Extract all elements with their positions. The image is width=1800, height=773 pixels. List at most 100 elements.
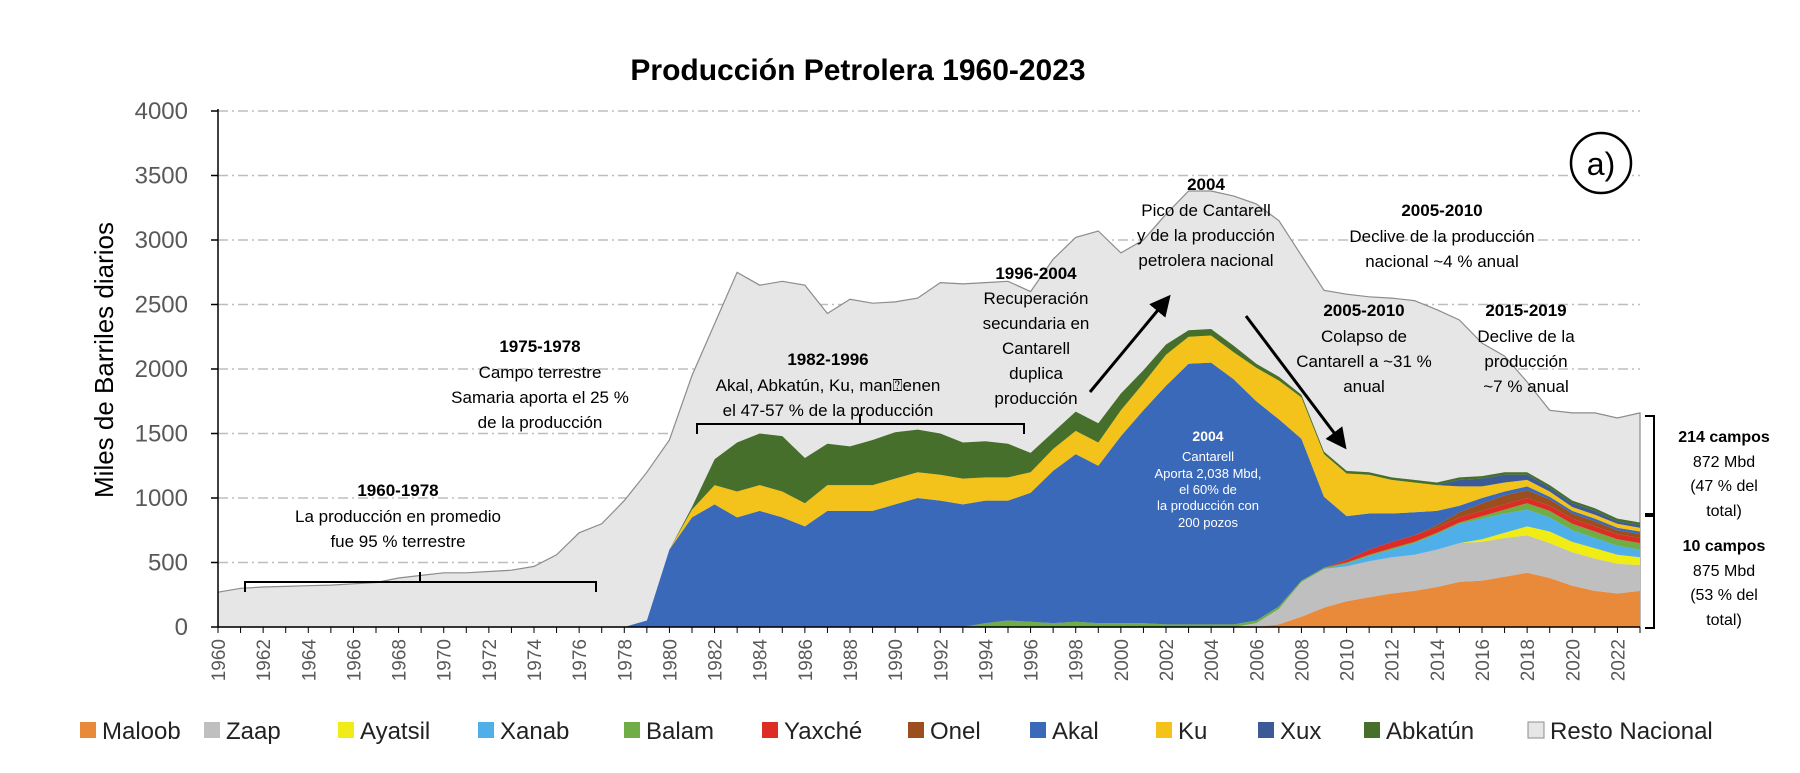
x-tick-label: 2010 [1338, 639, 1359, 681]
x-tick-label: 1994 [976, 639, 997, 682]
x-tick-label: 1978 [615, 639, 636, 681]
legend-label: Zaap [226, 718, 281, 745]
legend-label: Xux [1280, 718, 1321, 745]
area-zaap [218, 535, 1640, 627]
annotation-1960-1978: 1960-1978 La producción en promedio fue … [295, 481, 501, 551]
svg-text:(47 % del: (47 % del [1690, 478, 1758, 495]
x-tick-label: 2004 [1202, 639, 1223, 682]
annotation-2005-2010-cantarell: 2005-2010 Colapso de Cantarell a ~31 % a… [1296, 301, 1432, 396]
x-tick-label: 2012 [1383, 639, 1404, 681]
legend-label: Onel [930, 718, 981, 745]
legend-label: Abkatún [1386, 718, 1474, 745]
legend-item-maloob: Maloob [80, 718, 181, 745]
x-tick-label: 1964 [299, 639, 320, 682]
stacked-areas [217, 190, 1641, 628]
legend-swatch [1364, 722, 1380, 738]
svg-text:fue 95 % terrestre: fue 95 % terrestre [330, 532, 465, 551]
annotation-2004: 2004 Pico de Cantarell y de la producció… [1137, 175, 1275, 270]
x-tick-label: 1980 [660, 639, 681, 681]
legend-swatch [204, 722, 220, 738]
svg-text:anual: anual [1343, 377, 1385, 396]
svg-text:la producción con: la producción con [1157, 498, 1259, 513]
arrow-up [1088, 294, 1171, 393]
svg-text:producción: producción [1484, 352, 1567, 371]
svg-text:secundaria en: secundaria en [983, 314, 1090, 333]
x-tick-label: 1960 [209, 639, 230, 681]
x-tick-label: 2014 [1428, 639, 1449, 682]
x-tick-label: 2008 [1292, 639, 1313, 681]
y-tick-label: 2500 [135, 292, 188, 319]
annotation-2005-2010-national: 2005-2010 Declive de la producción nacio… [1349, 201, 1534, 271]
annotation-1975-1978: 1975-1978 Campo terrestre Samaria aporta… [451, 337, 629, 432]
x-tick-label: 1996 [1022, 639, 1043, 681]
x-tick-label: 1982 [706, 639, 727, 681]
legend-swatch [908, 722, 924, 738]
arrow-down [1244, 315, 1347, 450]
legend-swatch [478, 722, 494, 738]
x-tick-label: 1968 [390, 639, 411, 681]
svg-text:Pico de Cantarell: Pico de Cantarell [1141, 201, 1270, 220]
legend-swatch [762, 722, 778, 738]
panel-label-text: a) [1587, 146, 1615, 182]
svg-text:872 Mbd: 872 Mbd [1693, 454, 1755, 471]
legend-swatch [1030, 722, 1046, 738]
annotation-2015-2019: 2015-2019 Declive de la producción ~7 % … [1477, 301, 1575, 396]
svg-text:total): total) [1706, 612, 1742, 629]
bracket-1960-1978 [244, 572, 597, 592]
svg-text:875 Mbd: 875 Mbd [1693, 563, 1755, 580]
x-tick-label: 1970 [435, 639, 456, 681]
x-tick-label: 2020 [1563, 639, 1584, 681]
chart-title: Producción Petrolera 1960-2023 [630, 54, 1085, 87]
legend-item-akal: Akal [1030, 718, 1099, 745]
legend-item-xanab: Xanab [478, 718, 569, 745]
svg-text:Declive de la: Declive de la [1477, 327, 1575, 346]
svg-text:1960-1978: 1960-1978 [357, 481, 438, 500]
svg-text:1975-1978: 1975-1978 [499, 337, 580, 356]
bracket-side-top [1645, 415, 1655, 515]
legend-label: Akal [1052, 718, 1099, 745]
legend-item-zaap: Zaap [204, 718, 281, 745]
annotation-cantarell-inner: 2004 Cantarell Aporta 2,038 Mbd, el 60% … [1155, 428, 1262, 530]
svg-text:nacional ~4 % anual: nacional ~4 % anual [1365, 252, 1519, 271]
y-tick-label: 3000 [135, 227, 188, 254]
legend-label: Resto Nacional [1550, 718, 1713, 745]
y-tick-label: 1000 [135, 485, 188, 512]
legend-item-xux: Xux [1258, 718, 1321, 745]
y-tick-labels: 0 500 1000 1500 2000 2500 3000 3500 4000 [135, 98, 188, 641]
svg-text:Declive de la producción: Declive de la producción [1349, 227, 1534, 246]
svg-text:214 campos: 214 campos [1678, 429, 1770, 446]
svg-text:Cantarell: Cantarell [1002, 339, 1070, 358]
legend-label: Xanab [500, 718, 569, 745]
bracket-side-bottom [1645, 515, 1655, 629]
legend-label: Maloob [102, 718, 181, 745]
legend-label: Balam [646, 718, 714, 745]
svg-text:Samaria aporta el 25 %: Samaria aporta el 25 % [451, 388, 629, 407]
svg-text:producción: producción [994, 389, 1077, 408]
svg-text:de la producción: de la producción [478, 413, 603, 432]
y-axis-label: Miles de Barriles diarios [89, 222, 119, 498]
x-tick-label: 1966 [344, 639, 365, 681]
panel-label: a) [1569, 131, 1633, 195]
svg-text:1982-1996: 1982-1996 [787, 350, 868, 369]
area-maloob [218, 572, 1640, 627]
x-tick-label: 1988 [841, 639, 862, 681]
area-ku [218, 335, 1640, 627]
legend-swatch [80, 722, 96, 738]
area-xanab [218, 509, 1640, 627]
legend-label: Yaxché [784, 718, 862, 745]
y-tick-label: 3500 [135, 163, 188, 190]
legend-item-yaxch: Yaxché [762, 718, 862, 745]
legend-item-onel: Onel [908, 718, 981, 745]
svg-text:2005-2010: 2005-2010 [1323, 301, 1404, 320]
y-tick-label: 2000 [135, 356, 188, 383]
x-tick-label: 2002 [1157, 639, 1178, 681]
legend-swatch [624, 722, 640, 738]
side-label-10-campos: 10 campos 875 Mbd (53 % del total) [1683, 538, 1766, 629]
area-ayatsil [218, 526, 1640, 627]
x-tick-label: 2022 [1608, 639, 1629, 681]
x-tick-label: 1998 [1067, 639, 1088, 681]
svg-text:Recuperación: Recuperación [984, 289, 1089, 308]
annotation-1996-2004: 1996-2004 Recuperación secundaria en Can… [983, 264, 1090, 408]
x-tick-label: 1962 [254, 639, 275, 681]
